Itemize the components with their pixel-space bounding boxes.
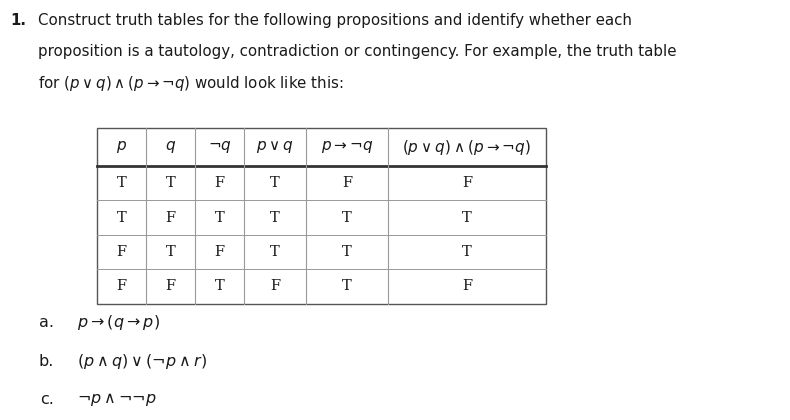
Text: T: T	[270, 245, 280, 259]
Text: T: T	[462, 210, 472, 225]
Text: Construct truth tables for the following propositions and identify whether each: Construct truth tables for the following…	[38, 13, 632, 29]
Text: $p \vee q$: $p \vee q$	[256, 139, 294, 155]
Text: proposition is a tautology, contradiction or contingency. For example, the truth: proposition is a tautology, contradictio…	[38, 44, 676, 59]
Text: F: F	[117, 279, 126, 294]
Text: c.: c.	[40, 392, 54, 407]
Text: T: T	[342, 210, 352, 225]
Text: $\neg q$: $\neg q$	[208, 139, 231, 155]
Text: $\neg p \wedge \neg\neg p$: $\neg p \wedge \neg\neg p$	[77, 391, 157, 408]
Text: 1.: 1.	[10, 13, 26, 29]
Text: $q$: $q$	[165, 139, 176, 155]
Text: F: F	[166, 210, 175, 225]
Text: for $(p \vee q) \wedge (p \rightarrow \neg q)$ would look like this:: for $(p \vee q) \wedge (p \rightarrow \n…	[38, 74, 343, 93]
Text: F: F	[462, 279, 472, 294]
Text: T: T	[462, 245, 472, 259]
Text: F: F	[462, 176, 472, 190]
Text: T: T	[270, 176, 280, 190]
Text: F: F	[215, 176, 224, 190]
Text: T: T	[117, 210, 126, 225]
Text: F: F	[215, 245, 224, 259]
Text: T: T	[342, 245, 352, 259]
Text: b.: b.	[39, 354, 54, 369]
Text: $p$: $p$	[116, 139, 127, 155]
Text: $p \rightarrow (q \rightarrow p)$: $p \rightarrow (q \rightarrow p)$	[77, 313, 160, 332]
Text: T: T	[215, 279, 224, 294]
Text: T: T	[166, 176, 175, 190]
Text: F: F	[117, 245, 126, 259]
Text: a.: a.	[39, 315, 54, 330]
Text: T: T	[215, 210, 224, 225]
Text: $(p \wedge q) \vee (\neg p \wedge r)$: $(p \wedge q) \vee (\neg p \wedge r)$	[77, 352, 207, 371]
Text: F: F	[342, 176, 352, 190]
Text: $(p \vee q) \wedge (p \rightarrow \neg q)$: $(p \vee q) \wedge (p \rightarrow \neg q…	[402, 137, 532, 157]
Text: T: T	[117, 176, 126, 190]
Text: T: T	[166, 245, 175, 259]
Text: F: F	[270, 279, 280, 294]
Text: T: T	[342, 279, 352, 294]
Text: $p \rightarrow \neg q$: $p \rightarrow \neg q$	[321, 139, 373, 155]
Bar	[97, 128, 546, 304]
Text: F: F	[166, 279, 175, 294]
Text: T: T	[270, 210, 280, 225]
